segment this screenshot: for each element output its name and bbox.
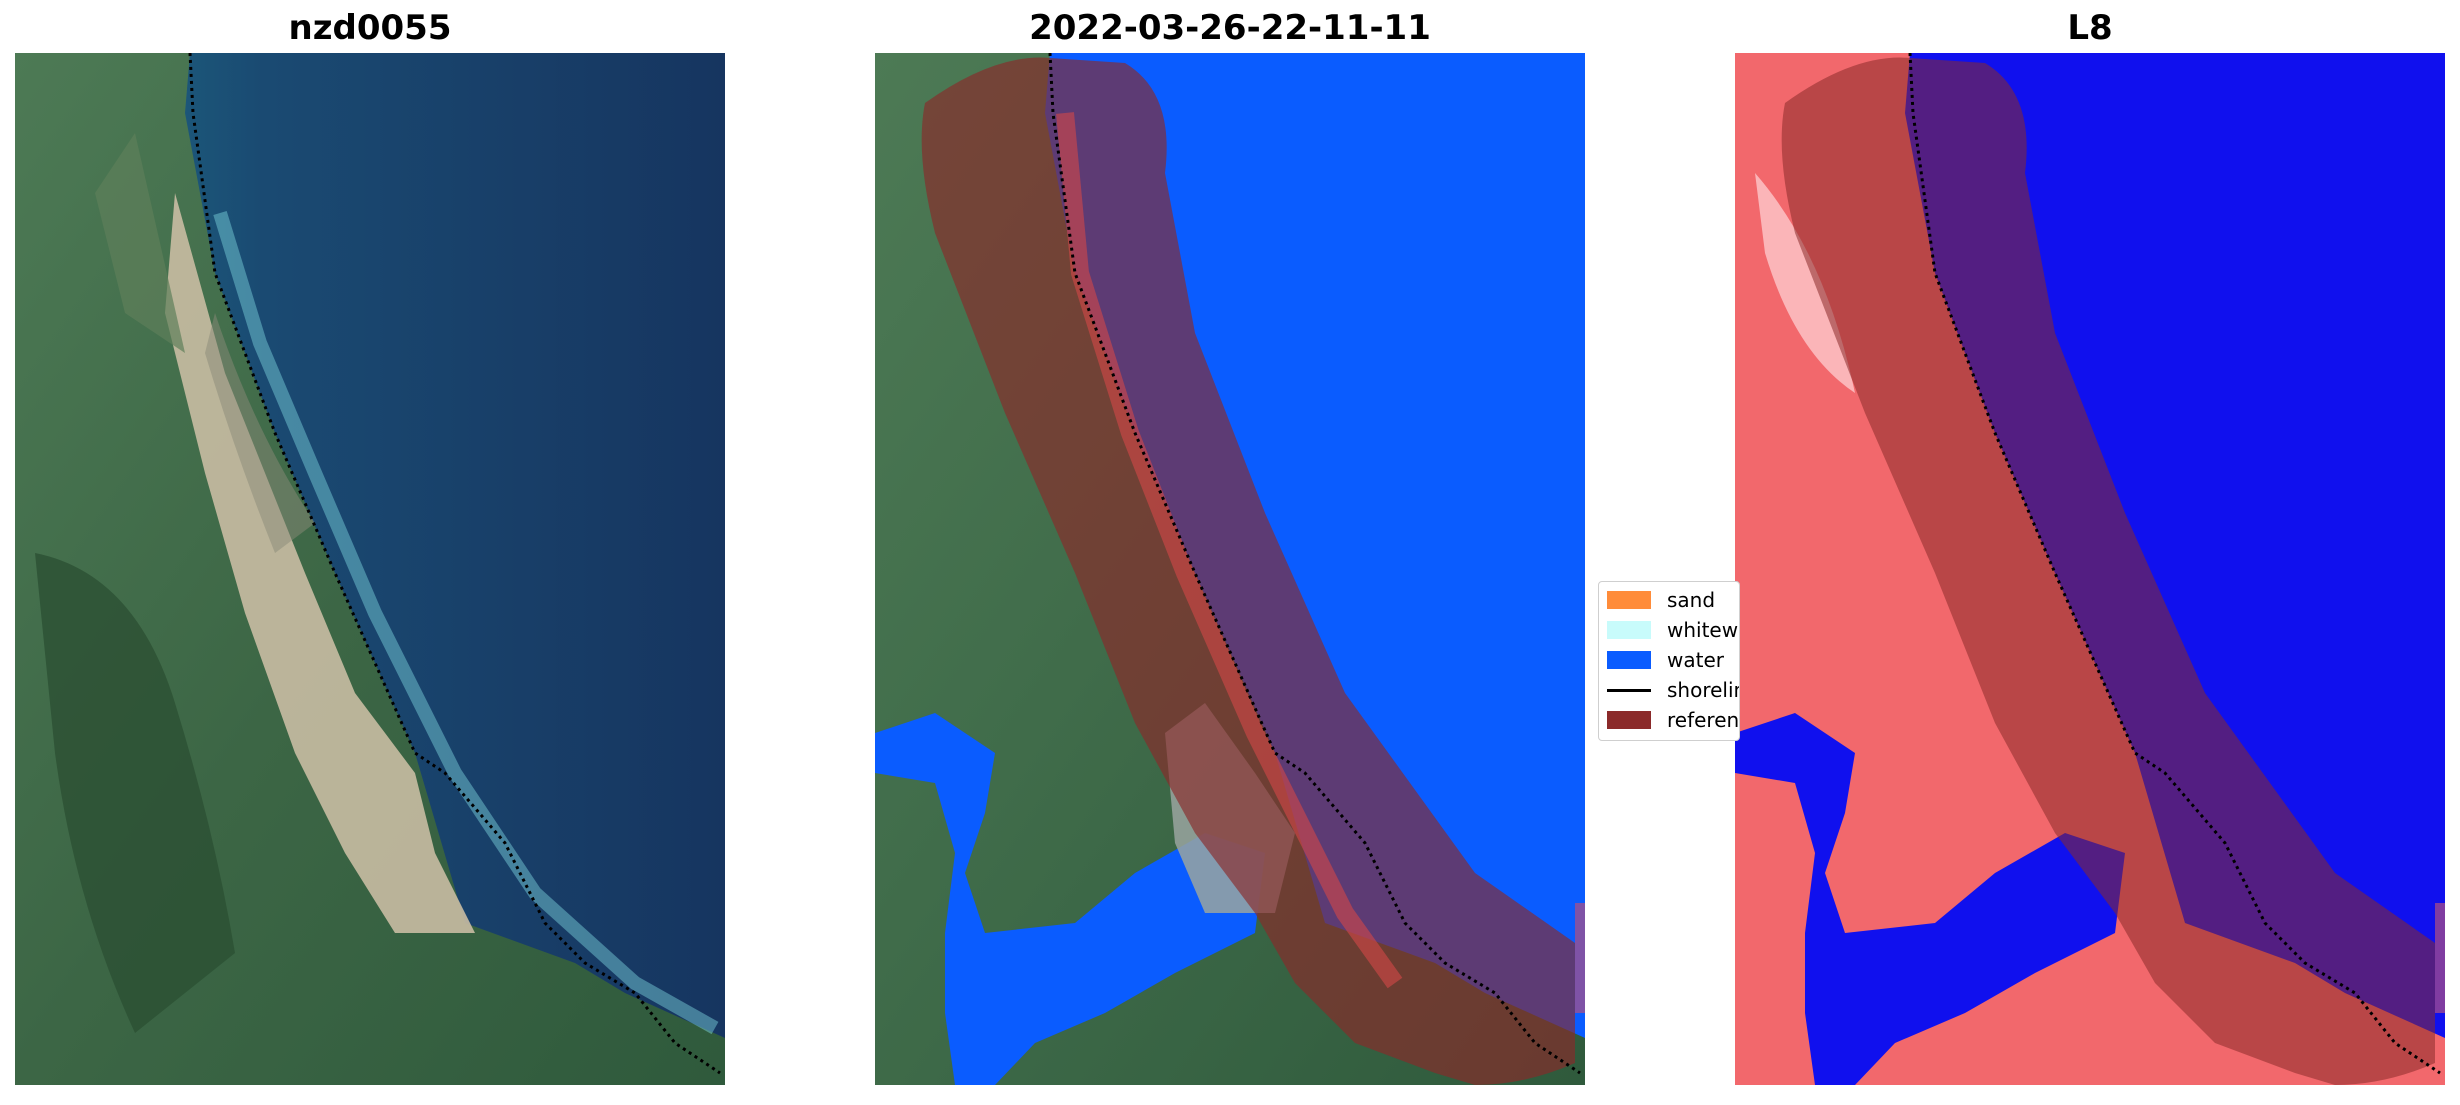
shoreline-line-index [1908,53,2441,1075]
legend-label: sand [1667,588,1716,612]
classification-image [875,53,1585,1085]
legend: sand whitewater water shoreline referenc… [1598,581,1740,741]
whitewater-swatch [1607,621,1651,639]
sand-swatch [1607,591,1651,609]
legend-item-shoreline: shoreline [1607,678,1739,702]
legend-label: reference shoreline buffer [1667,708,1740,732]
legend-label: shoreline [1667,678,1739,702]
legend-item-reference: reference shoreline buffer [1607,708,1740,732]
shoreline-swatch [1607,688,1651,692]
shoreline-line-classification [1048,53,1581,1075]
legend-item-whitewater: whitewater [1607,618,1739,642]
water-swatch [1607,651,1651,669]
panel-title-rgb: nzd0055 [288,8,452,48]
rgb-satellite-image [15,53,725,1085]
legend-item-water: water [1607,648,1724,672]
panel-title-index: L8 [2067,8,2113,48]
reference-swatch [1607,711,1651,729]
index-image [1735,53,2445,1085]
legend-label: whitewater [1667,618,1739,642]
legend-item-sand: sand [1607,588,1715,612]
panel-title-classification: 2022-03-26-22-11-11 [1029,8,1431,48]
shoreline-line [188,53,721,1075]
legend-label: water [1667,648,1724,672]
